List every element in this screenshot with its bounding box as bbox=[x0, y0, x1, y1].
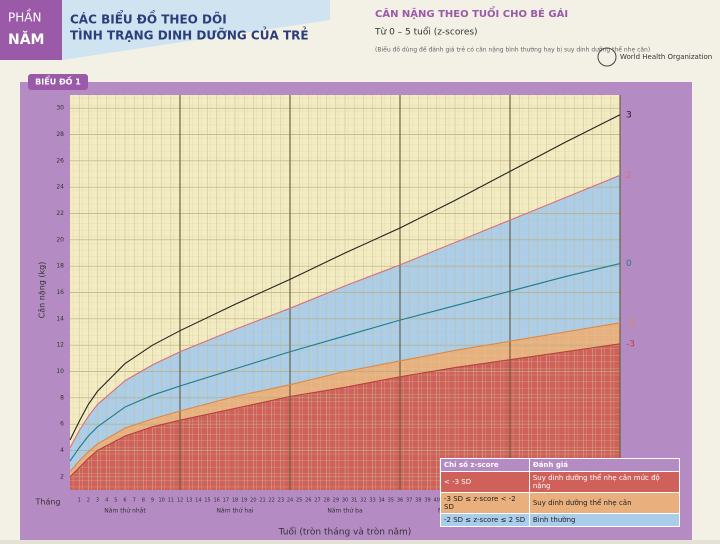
x-tick-label: 12 bbox=[177, 498, 183, 504]
year-label: Năm thứ ba bbox=[327, 508, 363, 515]
section-tab bbox=[0, 0, 62, 60]
y-tick-label: 10 bbox=[56, 368, 64, 375]
chart-subtitle: Từ 0 – 5 tuổi (z-scores) bbox=[374, 27, 478, 38]
x-tick-label: 9 bbox=[151, 498, 154, 504]
y-tick-label: 4 bbox=[60, 447, 64, 454]
y-tick-label: 12 bbox=[56, 342, 64, 349]
year-label: Năm thứ hai bbox=[217, 508, 254, 515]
x-tick-label: 21 bbox=[259, 498, 265, 504]
y-tick-label: 16 bbox=[56, 289, 64, 296]
x-tick-label: 37 bbox=[406, 498, 412, 504]
x-tick-label: 29 bbox=[333, 498, 339, 504]
x-tick-label: 22 bbox=[268, 498, 274, 504]
chart-label: BIỂU ĐỒ 1 bbox=[35, 75, 81, 87]
line-label: 3 bbox=[626, 110, 632, 120]
year-label: Năm thứ nhất bbox=[104, 508, 146, 515]
x-tick-label: 11 bbox=[168, 498, 174, 504]
x-tick-label: 20 bbox=[250, 498, 256, 504]
x-tick-label: 16 bbox=[213, 498, 219, 504]
table-cell: < -3 SD bbox=[440, 471, 530, 493]
z-score-line bbox=[69, 262, 621, 462]
table-header: Chỉ số z-score bbox=[440, 458, 530, 472]
table-cell: -2 SD ≤ z-score ≤ 2 SD bbox=[440, 513, 530, 527]
x-tick-label: 36 bbox=[397, 498, 403, 504]
table-header: Đánh giá bbox=[528, 458, 681, 472]
y-tick-label: 6 bbox=[60, 421, 64, 428]
x-axis-title: Tuổi (tròn tháng và tròn năm) bbox=[278, 527, 412, 538]
line-label: 0 bbox=[626, 259, 632, 269]
y-tick-label: 18 bbox=[56, 263, 64, 270]
x-tick-label: 2 bbox=[87, 498, 90, 504]
line-label: -3 bbox=[626, 339, 635, 349]
x-tick-label: 4 bbox=[105, 498, 108, 504]
y-tick-label: 14 bbox=[56, 315, 64, 322]
x-tick-label: 3 bbox=[96, 498, 99, 504]
section-label: PHẦN bbox=[8, 9, 41, 25]
y-tick-label: 8 bbox=[60, 394, 64, 401]
x-tick-label: 33 bbox=[369, 498, 375, 504]
x-tick-label: 26 bbox=[305, 498, 311, 504]
x-tick-label: 28 bbox=[323, 498, 329, 504]
legend-table: Chỉ số z-score Đánh giá < -3 SD Suy dinh d… bbox=[440, 458, 681, 527]
y-tick-label: 2 bbox=[60, 473, 64, 480]
chart-badge bbox=[28, 74, 88, 90]
y-tick-label: 24 bbox=[56, 184, 64, 191]
table-cell: Suy dinh dưỡng thể nhẹ cân mức độ nặng bbox=[528, 471, 681, 493]
x-tick-label: 15 bbox=[204, 498, 210, 504]
x-tick-label: 19 bbox=[241, 498, 247, 504]
x-tick-label: 1 bbox=[78, 498, 81, 504]
x-tick-label: 31 bbox=[351, 498, 357, 504]
line-label: 2 bbox=[626, 171, 632, 181]
who-logo bbox=[597, 47, 617, 67]
x-tick-label: 13 bbox=[186, 498, 192, 504]
table-cell: Suy dinh dưỡng thể nhẹ cân bbox=[528, 492, 681, 514]
table-cell: -3 SD ≤ z-score < -2 SD bbox=[440, 492, 530, 514]
z-score-line bbox=[69, 114, 621, 441]
title-banner bbox=[62, 0, 330, 60]
x-tick-label: 8 bbox=[142, 498, 145, 504]
x-unit-label: Tháng bbox=[34, 498, 60, 507]
x-tick-label: 27 bbox=[314, 498, 320, 504]
x-tick-label: 10 bbox=[158, 498, 164, 504]
chart-title: CÂN NẶNG THEO TUỔI CHO BÉ GÁI bbox=[375, 5, 568, 20]
x-tick-label: 40 bbox=[433, 498, 439, 504]
x-tick-label: 30 bbox=[342, 498, 348, 504]
line-label: -2 bbox=[626, 318, 635, 328]
title-line: CÁC BIỂU ĐỒ THEO DÕI bbox=[70, 10, 227, 27]
x-tick-label: 32 bbox=[360, 498, 366, 504]
x-tick-label: 39 bbox=[424, 498, 430, 504]
y-tick-label: 30 bbox=[56, 105, 64, 112]
table-cell: Bình thường bbox=[528, 513, 681, 527]
y-axis-title: Cân nặng (kg) bbox=[38, 262, 48, 319]
organization: World Health Organization bbox=[620, 53, 712, 61]
x-tick-label: 5 bbox=[114, 498, 117, 504]
x-tick-label: 7 bbox=[133, 498, 136, 504]
x-tick-label: 23 bbox=[278, 498, 284, 504]
x-tick-label: 18 bbox=[232, 498, 238, 504]
y-tick-label: 28 bbox=[56, 131, 64, 138]
section-number: NĂM bbox=[8, 30, 44, 48]
y-tick-label: 20 bbox=[56, 236, 64, 243]
x-tick-label: 34 bbox=[378, 498, 384, 504]
z-score-line bbox=[69, 174, 621, 449]
z-score-line bbox=[69, 322, 621, 472]
y-tick-label: 22 bbox=[56, 210, 64, 217]
title-line: TÌNH TRẠNG DINH DƯỠNG CỦA TRẺ bbox=[70, 27, 309, 43]
x-tick-label: 24 bbox=[287, 498, 293, 504]
x-tick-label: 25 bbox=[296, 498, 302, 504]
x-tick-label: 14 bbox=[195, 498, 201, 504]
y-tick-label: 26 bbox=[56, 157, 64, 164]
x-tick-label: 6 bbox=[123, 498, 126, 504]
z-score-line bbox=[69, 343, 621, 478]
x-tick-label: 17 bbox=[223, 498, 229, 504]
x-tick-label: 35 bbox=[388, 498, 394, 504]
chart-note: (Biểu đồ dùng để đánh giá trẻ có cân nặn… bbox=[375, 46, 650, 54]
x-tick-label: 38 bbox=[415, 498, 421, 504]
